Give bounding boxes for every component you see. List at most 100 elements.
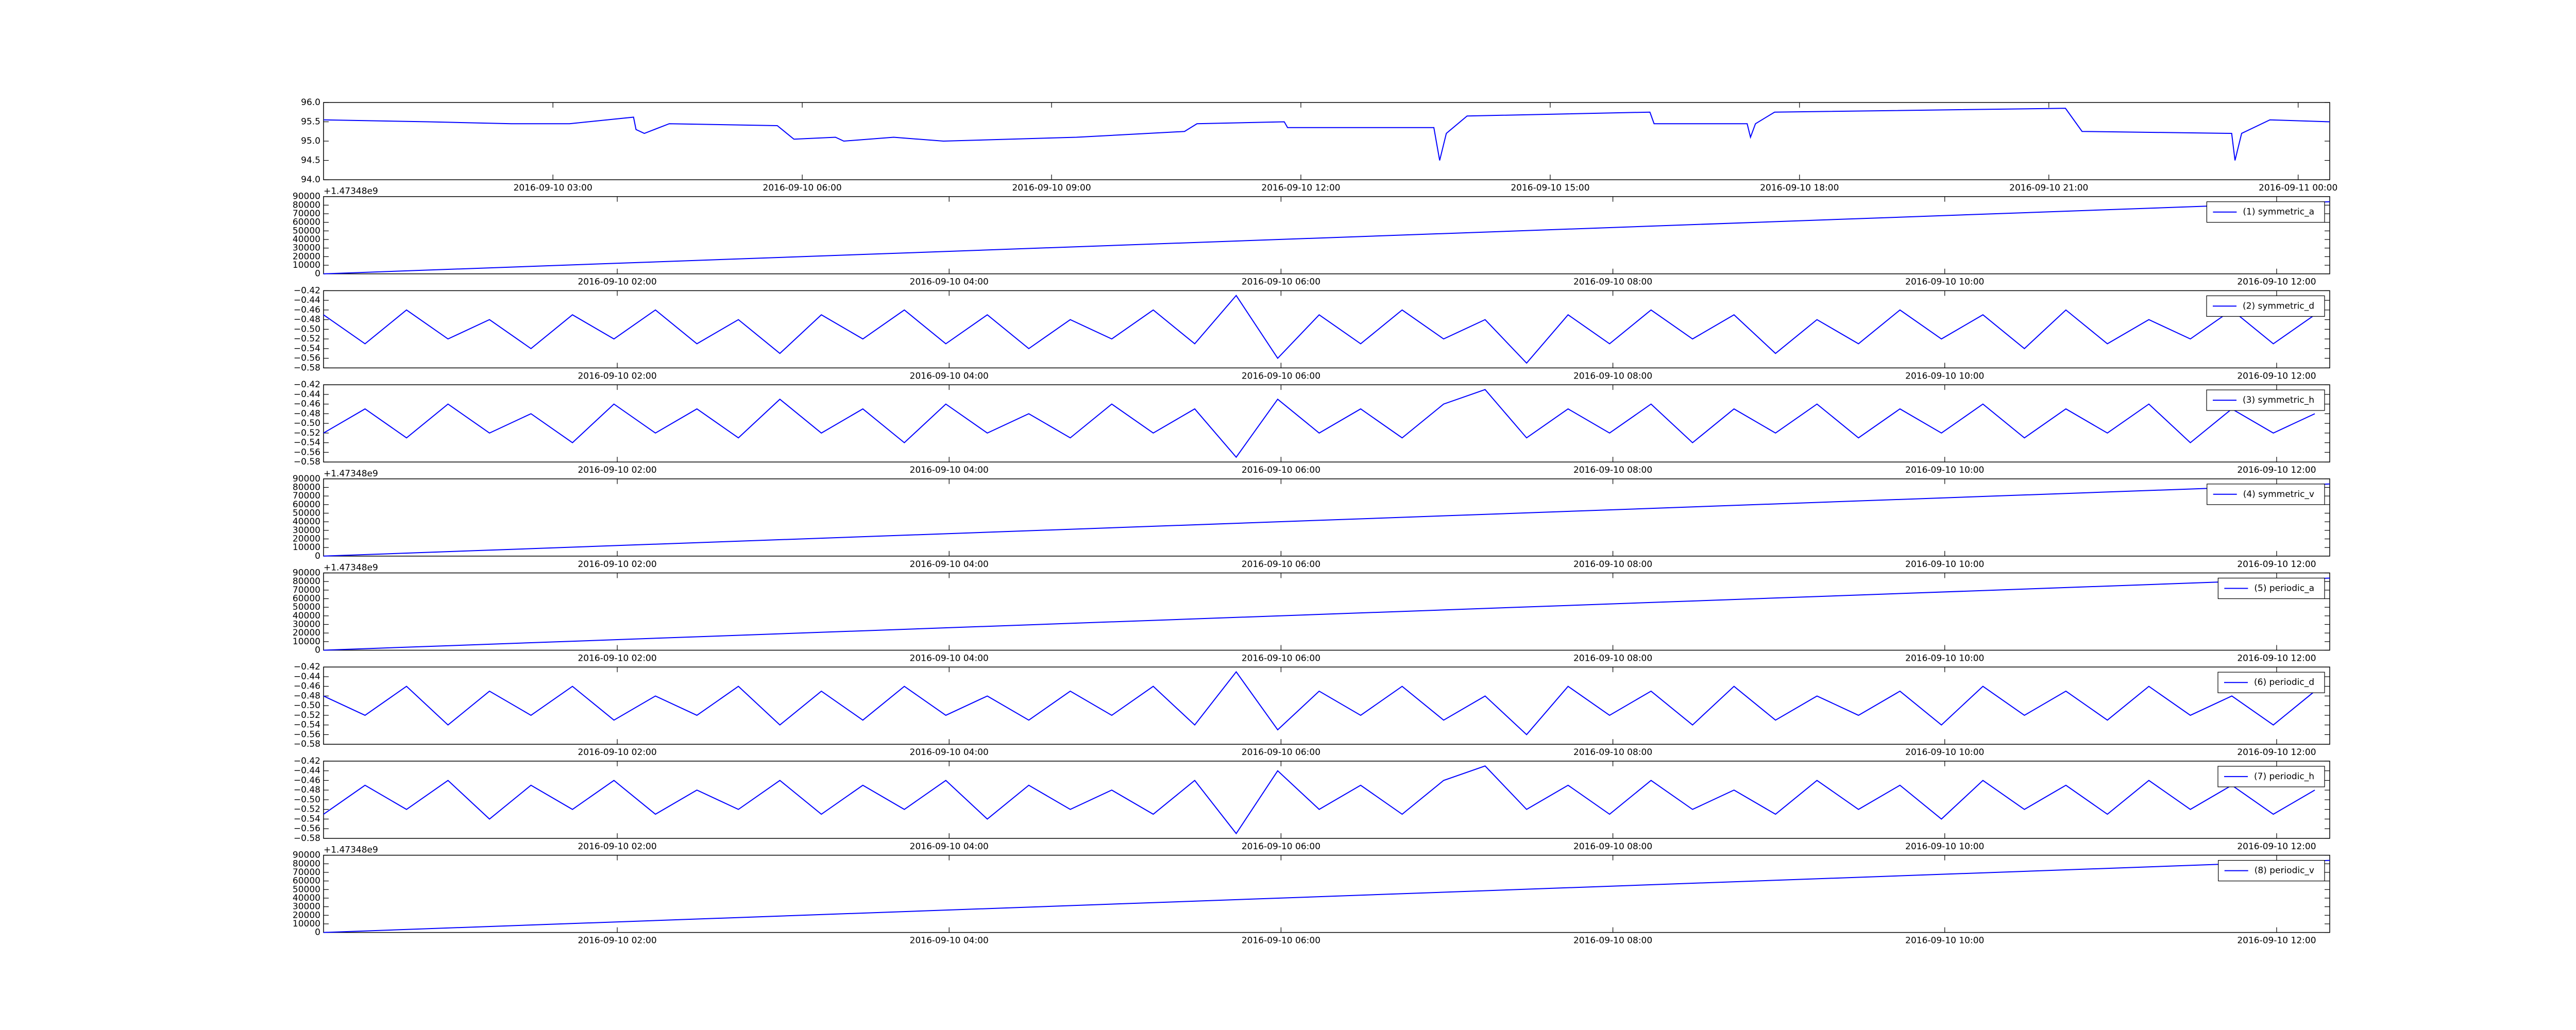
x-tick-label: 2016-09-10 08:00 — [1573, 277, 1652, 287]
x-tick-label: 2016-09-10 04:00 — [910, 465, 989, 475]
axes-frame — [323, 666, 2330, 745]
axes-frame — [323, 384, 2330, 462]
data-line — [323, 671, 2315, 735]
x-tick-label: 2016-09-10 02:00 — [578, 371, 656, 381]
y-tick-label: −0.52 — [294, 334, 320, 344]
axes-frame — [323, 196, 2330, 274]
x-tick-label: 2016-09-10 06:00 — [1242, 465, 1320, 475]
y-tick-label: −0.58 — [294, 739, 320, 749]
y-tick-label: 90000 — [293, 474, 320, 484]
legend-label: (7) periodic_h — [2254, 771, 2314, 782]
x-tick-label: 2016-09-10 12:00 — [2237, 465, 2316, 475]
x-tick-label: 2016-09-10 03:00 — [514, 183, 592, 193]
y-tick-label: 20000 — [293, 910, 320, 920]
x-tick-label: 2016-09-10 10:00 — [1905, 654, 1984, 664]
x-tick-label: 2016-09-10 02:00 — [578, 747, 656, 758]
x-tick-label: 2016-09-10 10:00 — [1905, 465, 1984, 475]
x-tick-label: 2016-09-10 02:00 — [578, 465, 656, 475]
y-tick-label: −0.48 — [294, 408, 320, 419]
y-tick-label: 95.0 — [301, 136, 320, 146]
y-tick-label: 80000 — [293, 200, 320, 210]
y-tick-label: −0.52 — [294, 804, 320, 815]
data-line — [323, 201, 2330, 274]
y-tick-label: 94.5 — [301, 156, 320, 166]
legend-label: (1) symmetric_a — [2243, 207, 2314, 217]
y-tick-label: 30000 — [293, 620, 320, 630]
y-tick-label: 10000 — [293, 542, 320, 553]
x-tick-label: 2016-09-10 04:00 — [910, 277, 989, 287]
y-tick-label: −0.50 — [294, 418, 320, 428]
x-tick-label: 2016-09-10 06:00 — [1242, 747, 1320, 758]
x-tick-label: 2016-09-10 02:00 — [578, 936, 656, 946]
y-tick-label: −0.42 — [294, 756, 320, 766]
x-tick-label: 2016-09-10 04:00 — [910, 936, 989, 946]
x-tick-label: 2016-09-10 02:00 — [578, 559, 656, 570]
y-tick-label: 95.5 — [301, 117, 320, 127]
data-line — [323, 389, 2315, 458]
y-tick-label: 40000 — [293, 517, 320, 527]
x-tick-label: 2016-09-10 04:00 — [910, 559, 989, 570]
y-tick-label: 96.0 — [301, 97, 320, 108]
x-tick-label: 2016-09-10 10:00 — [1905, 747, 1984, 758]
y-tick-label: 70000 — [293, 209, 320, 219]
x-tick-label: 2016-09-10 06:00 — [763, 183, 842, 193]
y-tick-label: −0.54 — [294, 438, 320, 448]
axes-frame — [323, 854, 2330, 933]
y-tick-label: 50000 — [293, 884, 320, 895]
x-tick-label: 2016-09-10 08:00 — [1573, 747, 1652, 758]
x-tick-label: 2016-09-10 06:00 — [1242, 936, 1320, 946]
y-tick-label: −0.58 — [294, 363, 320, 373]
x-tick-label: 2016-09-10 04:00 — [910, 842, 989, 852]
y-tick-label: −0.44 — [294, 389, 320, 400]
y-tick-label: −0.48 — [294, 691, 320, 701]
y-tick-label: −0.42 — [294, 380, 320, 390]
axes-frame — [323, 761, 2330, 839]
x-tick-label: 2016-09-10 08:00 — [1573, 559, 1652, 570]
legend-label: (4) symmetric_v — [2243, 489, 2314, 500]
y-tick-label: −0.58 — [294, 833, 320, 844]
legend-label: (8) periodic_v — [2255, 866, 2314, 876]
x-tick-label: 2016-09-10 06:00 — [1242, 559, 1320, 570]
y-tick-label: −0.44 — [294, 766, 320, 776]
x-tick-label: 2016-09-10 12:00 — [1261, 183, 1340, 193]
y-tick-label: 90000 — [293, 192, 320, 202]
y-tick-label: −0.46 — [294, 305, 320, 315]
axes-frame — [323, 102, 2330, 180]
y-tick-label: 80000 — [293, 482, 320, 492]
y-tick-label: −0.44 — [294, 672, 320, 682]
y-tick-label: 0 — [315, 269, 320, 279]
x-tick-label: 2016-09-10 06:00 — [1242, 371, 1320, 381]
y-tick-label: −0.46 — [294, 775, 320, 785]
axes-frame — [323, 478, 2330, 557]
x-tick-label: 2016-09-10 04:00 — [910, 654, 989, 664]
x-tick-label: 2016-09-10 10:00 — [1905, 842, 1984, 852]
x-tick-label: 2016-09-10 06:00 — [1242, 842, 1320, 852]
y-tick-label: 10000 — [293, 637, 320, 647]
legend-label: (2) symmetric_d — [2243, 301, 2314, 311]
legend-label: (6) periodic_d — [2254, 677, 2314, 688]
data-line — [323, 765, 2315, 835]
y-tick-label: 60000 — [293, 594, 320, 604]
y-tick-label: −0.50 — [294, 700, 320, 711]
y-tick-label: 20000 — [293, 628, 320, 638]
y-tick-label: −0.54 — [294, 814, 320, 824]
legend-box — [2207, 484, 2325, 505]
y-tick-label: −0.52 — [294, 710, 320, 720]
y-tick-label: −0.54 — [294, 344, 320, 354]
x-tick-label: 2016-09-10 12:00 — [2237, 747, 2316, 758]
x-tick-label: 2016-09-10 04:00 — [910, 371, 989, 381]
y-offset-label: +1.47348e9 — [324, 563, 378, 573]
y-tick-label: 0 — [315, 551, 320, 561]
y-tick-label: 40000 — [293, 893, 320, 903]
y-tick-label: 90000 — [293, 568, 320, 578]
y-tick-label: −0.48 — [294, 315, 320, 325]
y-tick-label: 0 — [315, 645, 320, 656]
x-tick-label: 2016-09-10 08:00 — [1573, 371, 1652, 381]
data-line — [323, 860, 2330, 933]
y-tick-label: 80000 — [293, 576, 320, 587]
y-tick-label: −0.56 — [294, 353, 320, 364]
y-tick-label: 30000 — [293, 243, 320, 253]
x-tick-label: 2016-09-10 08:00 — [1573, 842, 1652, 852]
y-tick-label: −0.56 — [294, 447, 320, 457]
